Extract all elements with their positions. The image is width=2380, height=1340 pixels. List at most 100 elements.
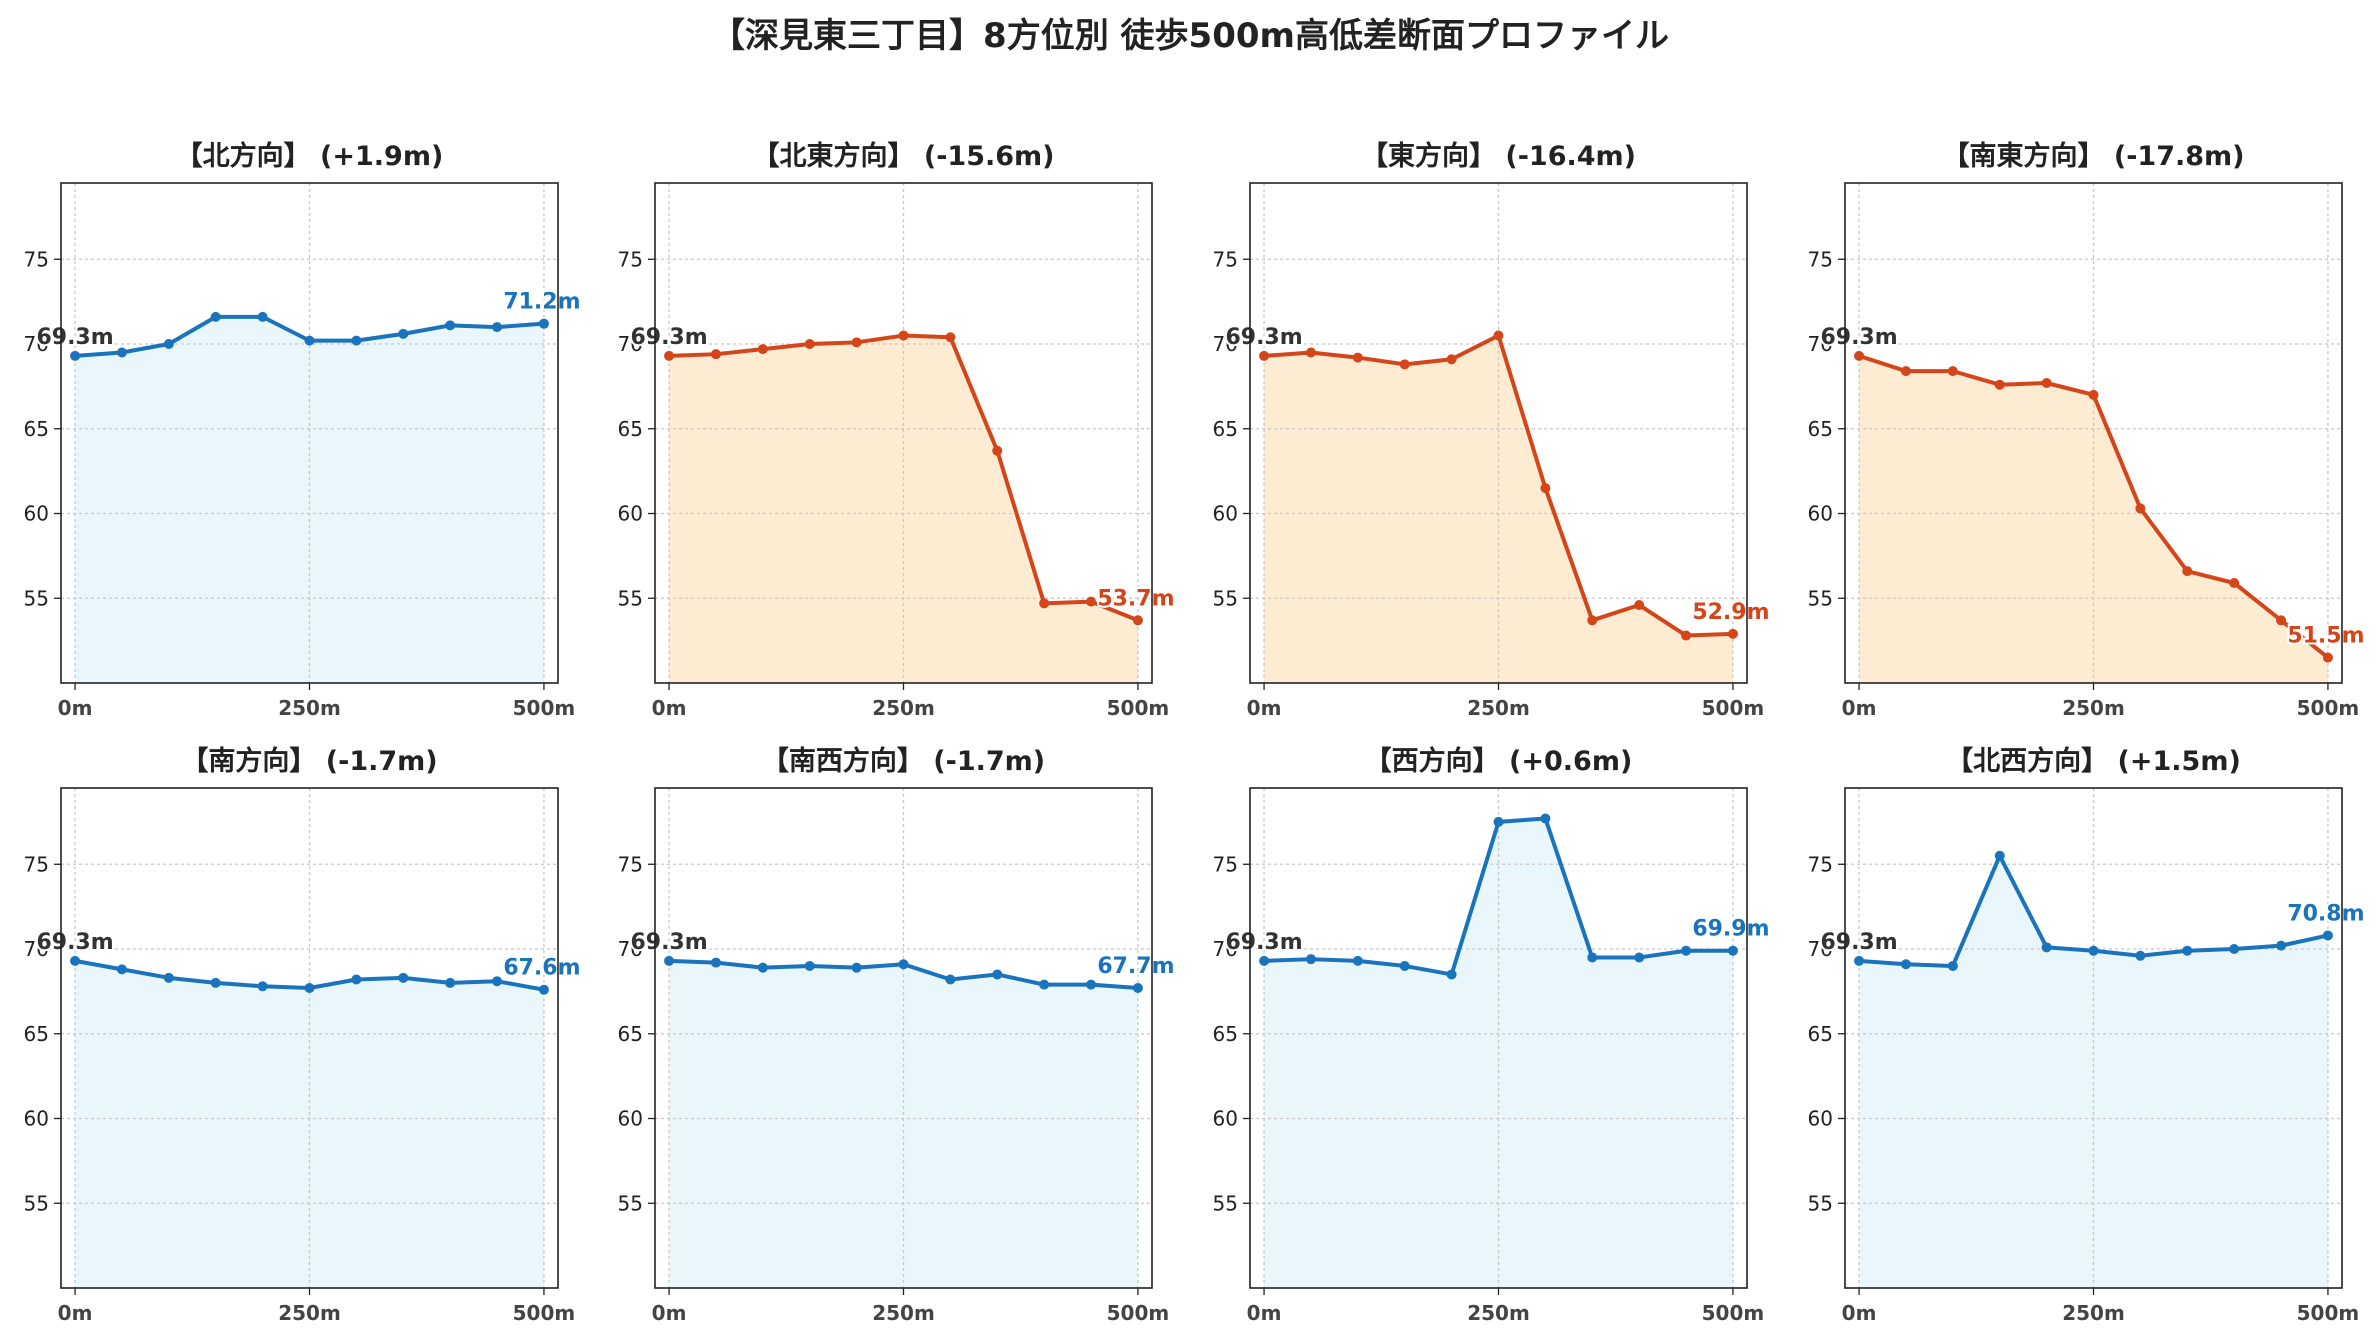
- x-tick-label: 250m: [2062, 1301, 2125, 1325]
- profile-point: [1399, 960, 1410, 971]
- end-elevation-label: 53.7m: [1097, 586, 1174, 611]
- y-tick-label: 60: [618, 1107, 643, 1131]
- y-tick-label: 75: [1808, 247, 1833, 271]
- start-elevation-label: 69.3m: [36, 930, 113, 955]
- profile-point: [804, 960, 815, 971]
- y-tick-label: 55: [1213, 1191, 1238, 1215]
- y-tick-label: 70: [1213, 937, 1238, 961]
- profile-point: [992, 445, 1003, 456]
- profile-point: [1854, 955, 1865, 966]
- panel-title: 【北東方向】 (-15.6m): [752, 140, 1054, 172]
- profile-point: [1587, 952, 1598, 963]
- profile-point: [2135, 950, 2146, 961]
- profile-point: [1493, 330, 1504, 341]
- y-tick-label: 75: [1808, 852, 1833, 876]
- y-tick-label: 75: [1213, 852, 1238, 876]
- plot-frame: [60, 787, 559, 1289]
- profile-point: [945, 974, 956, 985]
- profile-point: [992, 969, 1003, 980]
- profile-point: [1727, 945, 1738, 956]
- plot-frame: [1249, 787, 1748, 1289]
- profile-point: [1446, 969, 1457, 980]
- profile-point: [2322, 652, 2333, 663]
- x-tick-label: 0m: [1842, 1301, 1877, 1325]
- profile-point: [1900, 959, 1911, 970]
- profile-point: [70, 955, 81, 966]
- x-tick-label: 500m: [2297, 1301, 2360, 1325]
- y-tick-label: 70: [24, 937, 49, 961]
- y-tick-label: 75: [24, 247, 49, 271]
- x-tick-label: 0m: [1842, 696, 1877, 720]
- y-tick-label: 55: [24, 1191, 49, 1215]
- x-tick-label: 0m: [652, 1301, 687, 1325]
- y-tick-label: 65: [618, 417, 643, 441]
- profile-point: [1259, 955, 1270, 966]
- profile-point: [1681, 630, 1692, 641]
- x-tick-label: 0m: [652, 696, 687, 720]
- x-tick-label: 250m: [872, 696, 935, 720]
- profile-point: [1446, 354, 1457, 365]
- panel-6: 【西方向】 (+0.6m) 55 60 65 70 75 0m 250m 500m 69.3m 69…: [1213, 745, 1772, 1325]
- end-elevation-label: 52.9m: [1692, 600, 1769, 625]
- y-tick-label: 55: [618, 586, 643, 610]
- profile-point: [2088, 945, 2099, 956]
- end-elevation-label: 67.7m: [1097, 954, 1174, 979]
- panel-title: 【西方向】 (+0.6m): [1365, 745, 1633, 777]
- y-tick-label: 65: [1213, 417, 1238, 441]
- panel-title: 【南方向】 (-1.7m): [181, 745, 437, 777]
- profile-point: [538, 318, 549, 329]
- profile-point: [163, 339, 174, 350]
- plot-frame: [1844, 787, 2343, 1289]
- profile-point: [757, 962, 768, 973]
- start-elevation-label: 69.3m: [1820, 930, 1897, 955]
- start-elevation-label: 69.3m: [630, 930, 707, 955]
- plot-frame: [60, 182, 559, 684]
- profile-point: [1947, 960, 1958, 971]
- profile-point: [70, 350, 81, 361]
- x-tick-label: 500m: [513, 696, 576, 720]
- profile-point: [1086, 979, 1097, 990]
- y-tick-label: 55: [618, 1191, 643, 1215]
- profile-point: [1540, 483, 1551, 494]
- panel-4: 【南方向】 (-1.7m) 55 60 65 70 75 0m 250m 500m 69.3m 67…: [24, 745, 583, 1325]
- y-tick-label: 60: [1808, 502, 1833, 526]
- profile-point: [1352, 955, 1363, 966]
- profile-point: [2041, 942, 2052, 953]
- end-elevation-label: 71.2m: [503, 290, 580, 315]
- profile-point: [1540, 813, 1551, 824]
- profile-point: [492, 976, 503, 987]
- x-tick-label: 250m: [278, 1301, 341, 1325]
- end-elevation-label: 70.8m: [2287, 901, 2364, 926]
- y-tick-label: 65: [24, 417, 49, 441]
- profile-point: [2041, 378, 2052, 388]
- profile-point: [1352, 352, 1363, 363]
- y-tick-label: 65: [618, 1022, 643, 1046]
- profile-point: [116, 347, 127, 358]
- panel-2: 【東方向】 (-16.4m) 55 60 65 70 75 0m 250m 500m 69.3m 5…: [1213, 140, 1772, 720]
- y-tick-label: 60: [24, 1107, 49, 1131]
- start-elevation-label: 69.3m: [1225, 325, 1302, 350]
- x-tick-label: 0m: [58, 1301, 93, 1325]
- profile-point: [1305, 954, 1316, 965]
- profile-point: [1039, 979, 1050, 990]
- profile-point: [898, 959, 909, 970]
- profile-point: [2135, 503, 2146, 514]
- profile-point: [1132, 983, 1143, 993]
- x-tick-label: 0m: [1247, 696, 1282, 720]
- profile-point: [2322, 930, 2333, 941]
- profile-point: [1132, 615, 1143, 626]
- profile-point: [1259, 350, 1270, 361]
- profile-point: [2088, 389, 2099, 400]
- panel-5: 【南西方向】 (-1.7m) 55 60 65 70 75 0m 250m 500m 69.3m 6…: [618, 745, 1177, 1325]
- x-tick-label: 0m: [58, 696, 93, 720]
- profile-point: [757, 344, 768, 355]
- profile-point: [664, 955, 675, 966]
- profile-point: [1634, 952, 1645, 963]
- y-tick-label: 55: [1808, 1191, 1833, 1215]
- y-tick-label: 75: [618, 852, 643, 876]
- y-tick-label: 75: [24, 852, 49, 876]
- y-tick-label: 55: [24, 586, 49, 610]
- profile-point: [1399, 359, 1410, 370]
- profile-point: [1727, 628, 1738, 639]
- panel-title: 【南西方向】 (-1.7m): [762, 745, 1045, 777]
